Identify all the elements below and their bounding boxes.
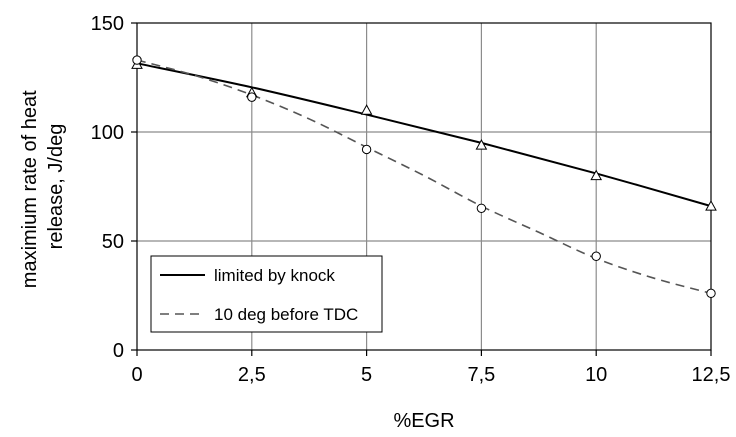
y-axis-title-line-2: release, J/deg <box>45 124 67 250</box>
y-tick-label: 100 <box>91 122 124 144</box>
legend-box <box>150 255 383 333</box>
data-point-10-deg-before-tdc <box>706 288 716 299</box>
y-tick-label: 150 <box>91 13 124 35</box>
grid <box>137 23 711 350</box>
x-axis-ticks: 0 2,5 5 7,5 10 12,5 <box>131 350 730 386</box>
series-layer <box>131 55 717 299</box>
y-tick-label: 0 <box>113 340 124 362</box>
data-point-10-deg-before-tdc <box>476 203 487 214</box>
x-axis-title: %EGR <box>393 410 454 432</box>
plot-area-border <box>136 22 712 351</box>
series-line-limited-by-knock <box>136 62 712 208</box>
x-tick-label: 7,5 <box>467 364 495 386</box>
legend-label-10-deg-before-tdc: 10 deg before TDC <box>214 305 358 324</box>
data-point-limited-by-knock <box>590 169 603 181</box>
y-axis-title-line-1: maximium rate of heat <box>19 90 41 288</box>
series-line-10-deg-before-tdc <box>136 59 712 295</box>
data-point-10-deg-before-tdc <box>132 55 142 65</box>
x-tick-label: 2,5 <box>238 364 266 386</box>
data-point-10-deg-before-tdc <box>361 144 372 155</box>
data-point-limited-by-knock <box>475 139 488 150</box>
x-tick-label: 10 <box>585 364 607 386</box>
data-point-10-deg-before-tdc <box>591 251 601 261</box>
y-axis-ticks: 0 50 100 150 <box>91 13 137 362</box>
data-point-10-deg-before-tdc <box>247 92 257 102</box>
x-tick-label: 12,5 <box>692 364 731 386</box>
x-tick-label: 5 <box>361 364 372 386</box>
y-tick-label: 50 <box>102 231 124 253</box>
legend-label-limited-by-knock: limited by knock <box>214 266 335 285</box>
x-tick-label: 0 <box>131 364 142 386</box>
y-axis-title: maximium rate of heat release, J/deg <box>19 85 67 288</box>
legend: limited by knock 10 deg before TDC <box>150 255 383 333</box>
data-point-limited-by-knock <box>360 104 373 115</box>
data-point-limited-by-knock <box>705 200 717 211</box>
